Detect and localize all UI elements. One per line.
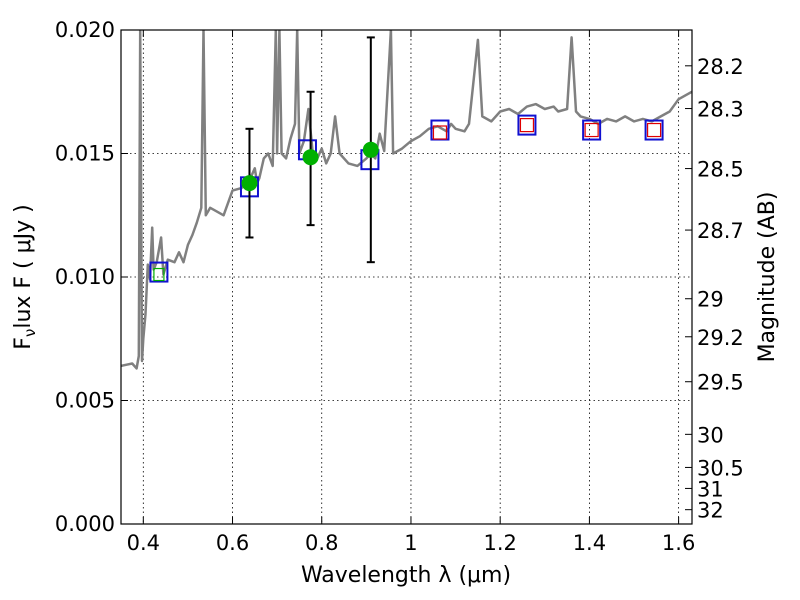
detection-point <box>302 149 319 166</box>
y2-tick-label: 30.5 <box>697 456 744 480</box>
upper-limit-marker <box>153 267 165 282</box>
observed-flux-square <box>584 122 599 138</box>
y-tick-label: 0.010 <box>55 265 115 289</box>
plot-area <box>121 30 692 370</box>
spectrum-line <box>121 30 692 370</box>
axis-ticks: 0.4 0.6 0.8 1 1.2 1.4 1.6 0.000 0.005 0.010 0.015 0… <box>55 18 744 555</box>
x-tick-label: 1 <box>404 531 417 555</box>
observed-flux-square <box>432 125 448 140</box>
y2-tick-label: 32 <box>697 499 724 523</box>
model-flux-square <box>582 119 602 141</box>
x-tick-label: 0.4 <box>127 531 160 555</box>
y-tick-label: 0.005 <box>55 389 115 413</box>
detection-point <box>241 175 258 192</box>
x-tick-label: 1.2 <box>483 531 516 555</box>
y-tick-label: 0.020 <box>55 18 115 42</box>
y2-axis-label: Magnitude (AB) <box>755 192 780 363</box>
y-tick-label: 0.000 <box>55 512 115 536</box>
x-tick-label: 0.6 <box>216 531 249 555</box>
y2-tick-label: 28.3 <box>697 98 744 122</box>
detection-point <box>362 141 379 158</box>
observed-flux-square <box>646 122 662 138</box>
y-axis-label: Fνlux F ( μJy ) <box>11 204 39 349</box>
y2-tick-label: 28.2 <box>697 55 744 79</box>
y-tick-label: 0.015 <box>55 142 115 166</box>
model-flux-square <box>149 261 169 283</box>
y2-axis-label-group: Magnitude (AB) <box>755 192 780 363</box>
y2-tick-label: 31 <box>697 477 724 501</box>
model-flux-square <box>644 119 664 141</box>
y-axis-label-group: Fνlux F ( μJy ) <box>11 204 39 349</box>
y2-tick-label: 28.7 <box>697 219 744 243</box>
y2-tick-label: 29 <box>697 288 724 312</box>
x-tick-label: 0.8 <box>305 531 338 555</box>
model-flux-square <box>517 114 537 136</box>
y2-tick-label: 29.5 <box>697 371 744 395</box>
y2-tick-label: 29.2 <box>697 326 744 350</box>
observed-flux-square <box>519 117 535 133</box>
y2-tick-label: 28.5 <box>697 158 744 182</box>
x-tick-label: 1.6 <box>662 531 695 555</box>
x-tick-label: 1.4 <box>573 531 606 555</box>
x-axis-label: Wavelength λ (μm) <box>301 563 511 588</box>
grid-lines <box>121 30 692 524</box>
y2-tick-label: 30 <box>697 423 724 447</box>
